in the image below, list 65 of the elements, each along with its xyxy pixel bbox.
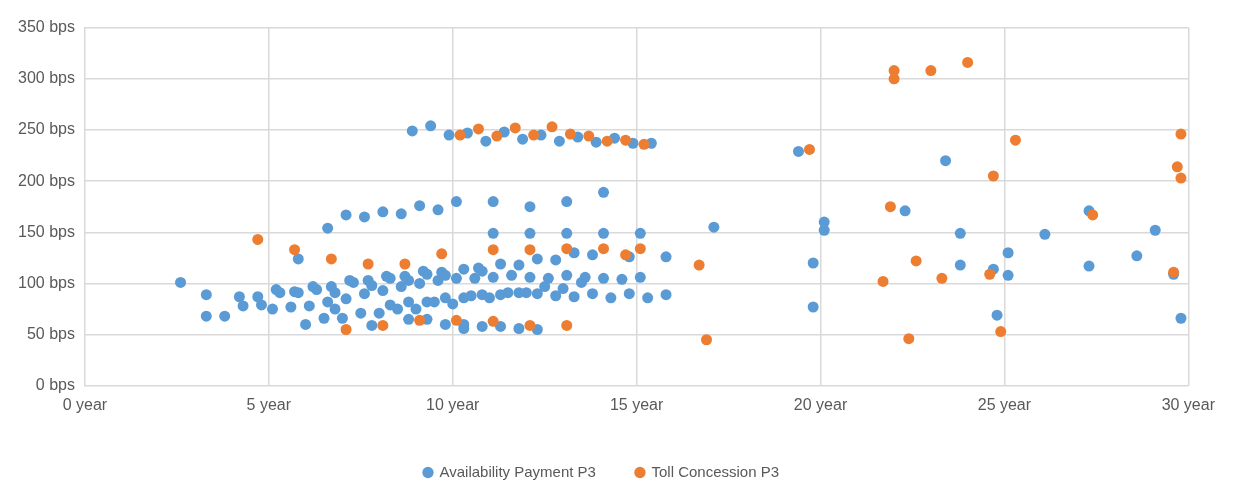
point [701,334,713,346]
point [377,319,389,331]
point [436,248,448,260]
point [454,129,466,141]
point [936,272,948,284]
point [561,243,573,255]
point [910,255,922,267]
y-tick-label: 200 bps [18,171,75,189]
x-tick-label: 5 year [246,395,292,413]
point [693,259,705,271]
point [995,326,1007,338]
x-tick-label: 10 year [426,395,481,413]
point [252,233,264,245]
legend-label: Toll Concession P3 [651,462,780,480]
point [598,243,610,255]
point [561,319,573,331]
point [289,244,301,256]
y-tick-label: 250 bps [18,120,75,138]
point [340,324,352,336]
point [491,130,503,142]
point [472,123,484,135]
point [903,333,915,345]
point [987,170,999,182]
point [962,56,974,68]
point [528,129,540,141]
x-tick-label: 20 year [793,395,848,413]
point [524,319,536,331]
point [1175,172,1187,184]
point [620,134,632,146]
point [325,253,337,265]
point [524,244,536,256]
x-tick-label: 30 year [1161,395,1216,413]
point [1009,134,1021,146]
point [877,275,889,287]
point [509,122,521,134]
point [1087,209,1099,221]
point [362,258,374,270]
point [399,258,411,270]
y-tick-label: 50 bps [26,325,75,343]
point [487,244,499,256]
point [984,268,996,280]
point [803,143,815,155]
y-tick-label: 0 bps [35,376,75,394]
point [564,128,576,140]
x-tick-label: 25 year [977,395,1032,413]
point [888,73,900,85]
point [450,314,462,326]
y-tick-label: 100 bps [18,273,75,291]
point [925,65,937,77]
x-tick-label: 0 year [62,395,108,413]
point [634,243,646,255]
point [1175,128,1187,140]
point [546,121,558,133]
point [414,314,426,326]
y-tick-label: 300 bps [18,69,75,87]
point [583,130,595,142]
legend-label: Availability Payment P3 [439,462,596,480]
x-tick-label: 15 year [609,395,664,413]
point [1171,161,1183,173]
y-tick-label: 350 bps [18,18,75,36]
point [601,135,613,147]
y-tick-label: 150 bps [18,222,75,240]
point [884,201,896,213]
point [638,138,650,150]
point [487,315,499,327]
